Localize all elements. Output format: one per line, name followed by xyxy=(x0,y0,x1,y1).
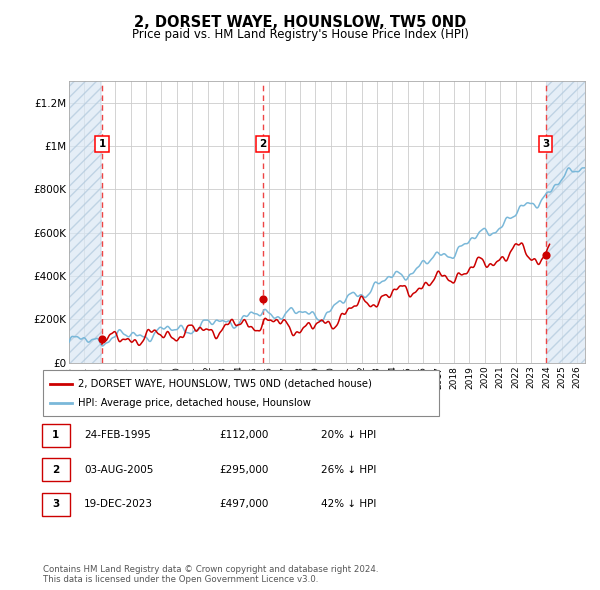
Bar xyxy=(546,81,585,363)
Text: £497,000: £497,000 xyxy=(219,499,268,509)
Text: 24-FEB-1995: 24-FEB-1995 xyxy=(84,431,151,440)
Bar xyxy=(69,81,102,363)
Text: £295,000: £295,000 xyxy=(219,465,268,474)
Text: £112,000: £112,000 xyxy=(219,431,268,440)
Text: 42% ↓ HPI: 42% ↓ HPI xyxy=(321,499,376,509)
Text: 1: 1 xyxy=(98,139,106,149)
Text: 26% ↓ HPI: 26% ↓ HPI xyxy=(321,465,376,474)
Text: 2, DORSET WAYE, HOUNSLOW, TW5 0ND: 2, DORSET WAYE, HOUNSLOW, TW5 0ND xyxy=(134,15,466,30)
Text: 2, DORSET WAYE, HOUNSLOW, TW5 0ND (detached house): 2, DORSET WAYE, HOUNSLOW, TW5 0ND (detac… xyxy=(78,379,372,389)
Text: 03-AUG-2005: 03-AUG-2005 xyxy=(84,465,154,474)
Text: Price paid vs. HM Land Registry's House Price Index (HPI): Price paid vs. HM Land Registry's House … xyxy=(131,28,469,41)
Point xyxy=(97,334,107,343)
Text: Contains HM Land Registry data © Crown copyright and database right 2024.
This d: Contains HM Land Registry data © Crown c… xyxy=(43,565,379,584)
Text: 3: 3 xyxy=(542,139,550,149)
Text: 2: 2 xyxy=(52,465,59,474)
Text: 1: 1 xyxy=(52,431,59,440)
Text: HPI: Average price, detached house, Hounslow: HPI: Average price, detached house, Houn… xyxy=(78,398,311,408)
Text: 19-DEC-2023: 19-DEC-2023 xyxy=(84,499,153,509)
Point xyxy=(258,294,268,304)
Point xyxy=(541,250,551,260)
Text: 2: 2 xyxy=(259,139,266,149)
Text: 3: 3 xyxy=(52,499,59,509)
Text: 20% ↓ HPI: 20% ↓ HPI xyxy=(321,431,376,440)
